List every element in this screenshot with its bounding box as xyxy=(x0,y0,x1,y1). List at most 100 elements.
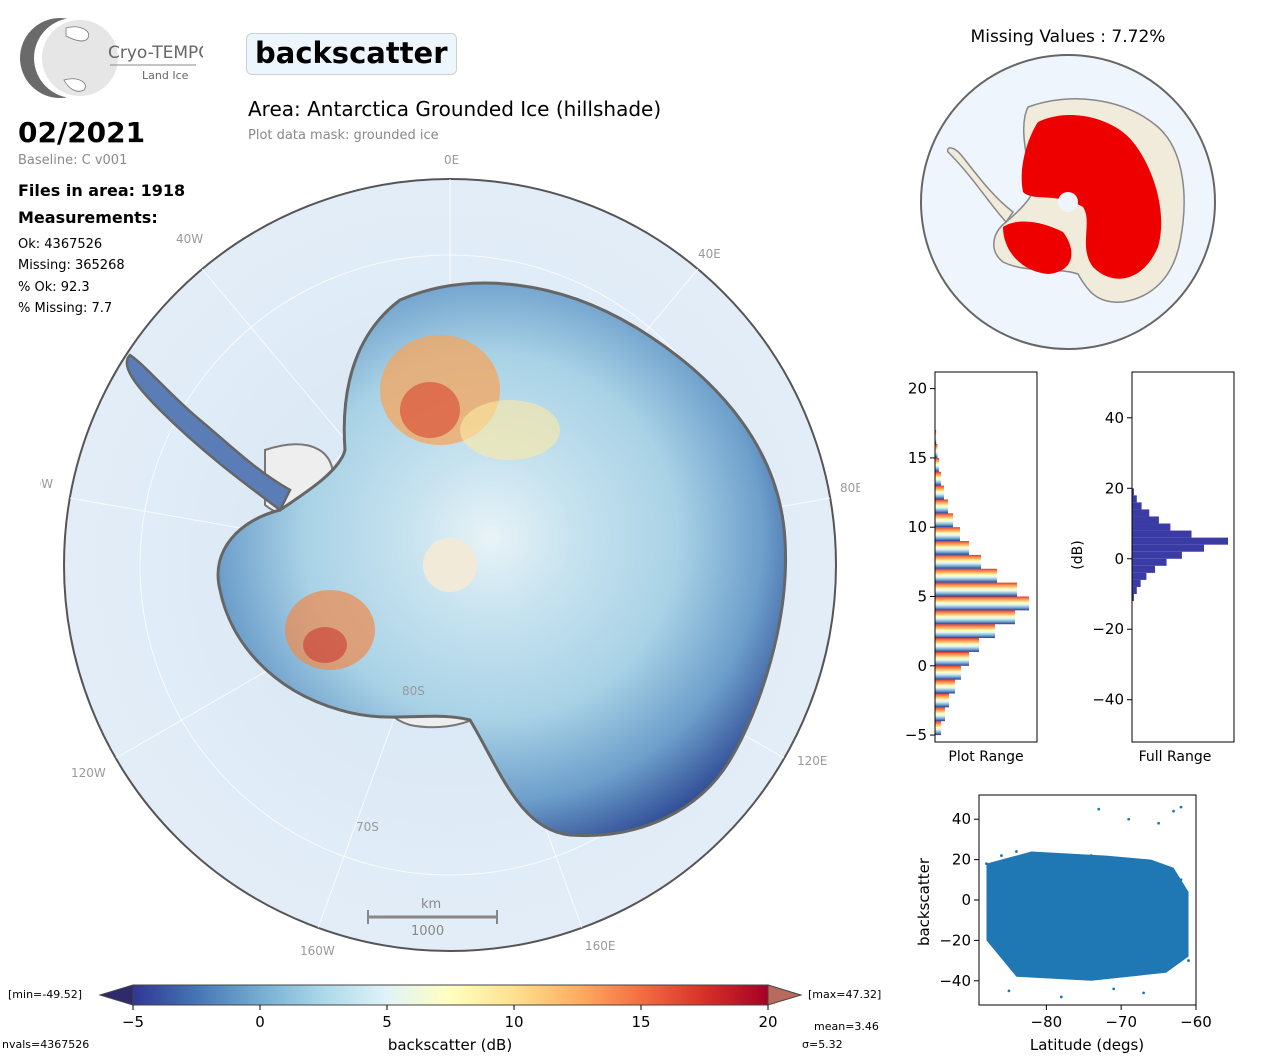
scatter-point xyxy=(1134,864,1138,868)
scatter-point xyxy=(1164,866,1168,870)
scatter-point xyxy=(1104,860,1108,864)
missing-values-title: Missing Values : 7.72% xyxy=(970,27,1166,47)
lon-label-80w: 80W xyxy=(40,477,53,491)
hist-full-range: 40 20 0 −20 −40 (dB) Full Range xyxy=(1070,371,1235,765)
hist-full-range-bar xyxy=(1132,495,1137,503)
hist-plot-range-bar xyxy=(935,624,995,639)
scatter-point xyxy=(1074,858,1078,862)
scatter-point xyxy=(985,862,988,866)
hist-plot-range-tick-label: −5 xyxy=(905,726,927,744)
hist-full-range-bar xyxy=(1132,502,1142,510)
colorbar-min: [min=-49.52] xyxy=(8,988,83,1001)
lon-label-80e: 80E xyxy=(840,481,860,495)
colorbar-tick-label: −5 xyxy=(122,1013,144,1031)
missing-values-map xyxy=(920,54,1216,350)
scatter-xtick-label: −80 xyxy=(1031,1013,1063,1031)
hist-full-range-ylabel: (dB) xyxy=(1070,540,1086,569)
hist-full-range-tick-label: 20 xyxy=(1105,479,1124,497)
lon-label-120w: 120W xyxy=(71,766,106,780)
lon-label-40e: 40E xyxy=(698,247,721,261)
scatter-point xyxy=(1059,995,1063,999)
hist-plot-range-bar xyxy=(935,707,945,722)
hist-full-range-bar xyxy=(1132,586,1137,594)
scatter-point xyxy=(1187,959,1190,962)
svg-text:Cryo-TEMPO: Cryo-TEMPO xyxy=(108,43,203,63)
lat-label-80s: 80S xyxy=(402,684,425,698)
scatter-point xyxy=(1119,862,1123,866)
colorbar-max: [max=47.32] xyxy=(808,988,882,1001)
hist-plot-range-bar xyxy=(935,513,953,528)
hist-plot-range: 20 15 10 5 0 −5 Plot Range xyxy=(905,371,1038,765)
grounded-ice xyxy=(216,281,788,838)
colorbar-tick-label: 10 xyxy=(504,1013,523,1031)
hist-plot-range-bar xyxy=(935,582,1017,597)
hist-full-range-bar xyxy=(1132,509,1150,517)
hist-plot-range-bar xyxy=(935,499,948,514)
scale-bar: km 1000 xyxy=(367,897,498,939)
hist-full-range-bar xyxy=(1132,544,1204,552)
mean-label: mean=3.46 xyxy=(814,1020,879,1033)
hist-plot-range-bar xyxy=(935,651,969,666)
hist-plot-range-tick-label: 0 xyxy=(917,657,927,675)
hist-plot-range-bar xyxy=(935,568,997,583)
hist-full-range-tick-label: −40 xyxy=(1092,691,1124,709)
stat-pct-ok: % Ok: 92.3 xyxy=(18,280,90,295)
scatter-point xyxy=(1029,852,1033,855)
date-label: 02/2021 xyxy=(18,116,146,149)
hist-plot-range-bar xyxy=(935,596,1029,611)
colorbar-label: backscatter (dB) xyxy=(387,1036,513,1054)
hist-plot-range-bar xyxy=(935,430,937,445)
mask-note: Plot data mask: grounded ice xyxy=(248,128,439,143)
hist-plot-range-bar xyxy=(935,721,941,736)
hist-plot-range-bar xyxy=(935,638,979,652)
nvals-label: nvals=4367526 xyxy=(2,1038,90,1051)
hist-plot-range-bar xyxy=(935,457,939,472)
scatter-xtick-label: −70 xyxy=(1105,1013,1137,1031)
stat-pct-missing: % Missing: 7.7 xyxy=(18,301,113,316)
scatter-point xyxy=(1059,856,1063,859)
hist-plot-range-bar xyxy=(935,527,960,542)
lat-label-70s: 70S xyxy=(356,820,379,834)
files-in-area: Files in area: 1918 xyxy=(18,181,186,200)
hist-full-range-bar xyxy=(1132,594,1134,602)
parameter-title: backscatter xyxy=(246,33,457,75)
hist-plot-range-bar xyxy=(935,610,1015,625)
scatter-ytick-label: 0 xyxy=(961,891,971,909)
scale-value: 1000 xyxy=(411,924,444,939)
scatter-point-cloud xyxy=(986,851,1189,981)
scatter-point xyxy=(1172,809,1175,813)
stat-ok: Ok: 4367526 xyxy=(18,237,103,252)
hist-plot-range-tick-label: 20 xyxy=(908,380,927,398)
lon-label-160e: 160E xyxy=(585,939,616,953)
area-title: Area: Antarctica Grounded Ice (hillshade… xyxy=(248,97,662,121)
scatter-point xyxy=(1149,860,1153,864)
hist-plot-range-bar xyxy=(935,554,981,569)
scatter-ytick-label: −20 xyxy=(939,931,971,949)
scatter-point xyxy=(1015,850,1018,853)
measurements-heading: Measurements: xyxy=(18,208,158,227)
stat-missing: Missing: 365268 xyxy=(18,258,125,273)
colorbar-tick-label: 15 xyxy=(631,1013,650,1031)
hist-plot-range-xlabel: Plot Range xyxy=(948,749,1023,765)
scatter-xlabel: Latitude (degs) xyxy=(1030,1036,1144,1054)
scatter-point xyxy=(1112,987,1116,991)
lon-label-40w: 40W xyxy=(176,232,203,246)
hist-plot-range-tick-label: 10 xyxy=(908,518,927,536)
scatter-xtick-label: −60 xyxy=(1180,1013,1212,1031)
hist-full-range-bar xyxy=(1132,530,1192,538)
hist-plot-range-bar xyxy=(935,665,961,680)
hist-plot-range-bar xyxy=(935,693,949,708)
lon-label-160w: 160W xyxy=(300,944,335,958)
scatter-point xyxy=(1007,989,1011,993)
colorbar-tick-label: 5 xyxy=(382,1013,392,1031)
scatter-ytick-label: 40 xyxy=(952,810,971,828)
hist-plot-range-bar xyxy=(935,444,938,458)
cryo-tempo-logo: Cryo-TEMPO Land Ice xyxy=(20,18,203,98)
hist-full-range-bar xyxy=(1132,579,1141,587)
scatter-latitude: 40 20 0 −20 −40 −80 −70 −60 backscatter Latitu… xyxy=(915,794,1212,1054)
colorbar-tick-label: 0 xyxy=(255,1013,265,1031)
scatter-point xyxy=(1000,854,1003,857)
scatter-ytick-label: −40 xyxy=(939,972,971,990)
hist-plot-range-bar xyxy=(935,679,955,694)
hist-full-range-bar xyxy=(1132,572,1147,580)
